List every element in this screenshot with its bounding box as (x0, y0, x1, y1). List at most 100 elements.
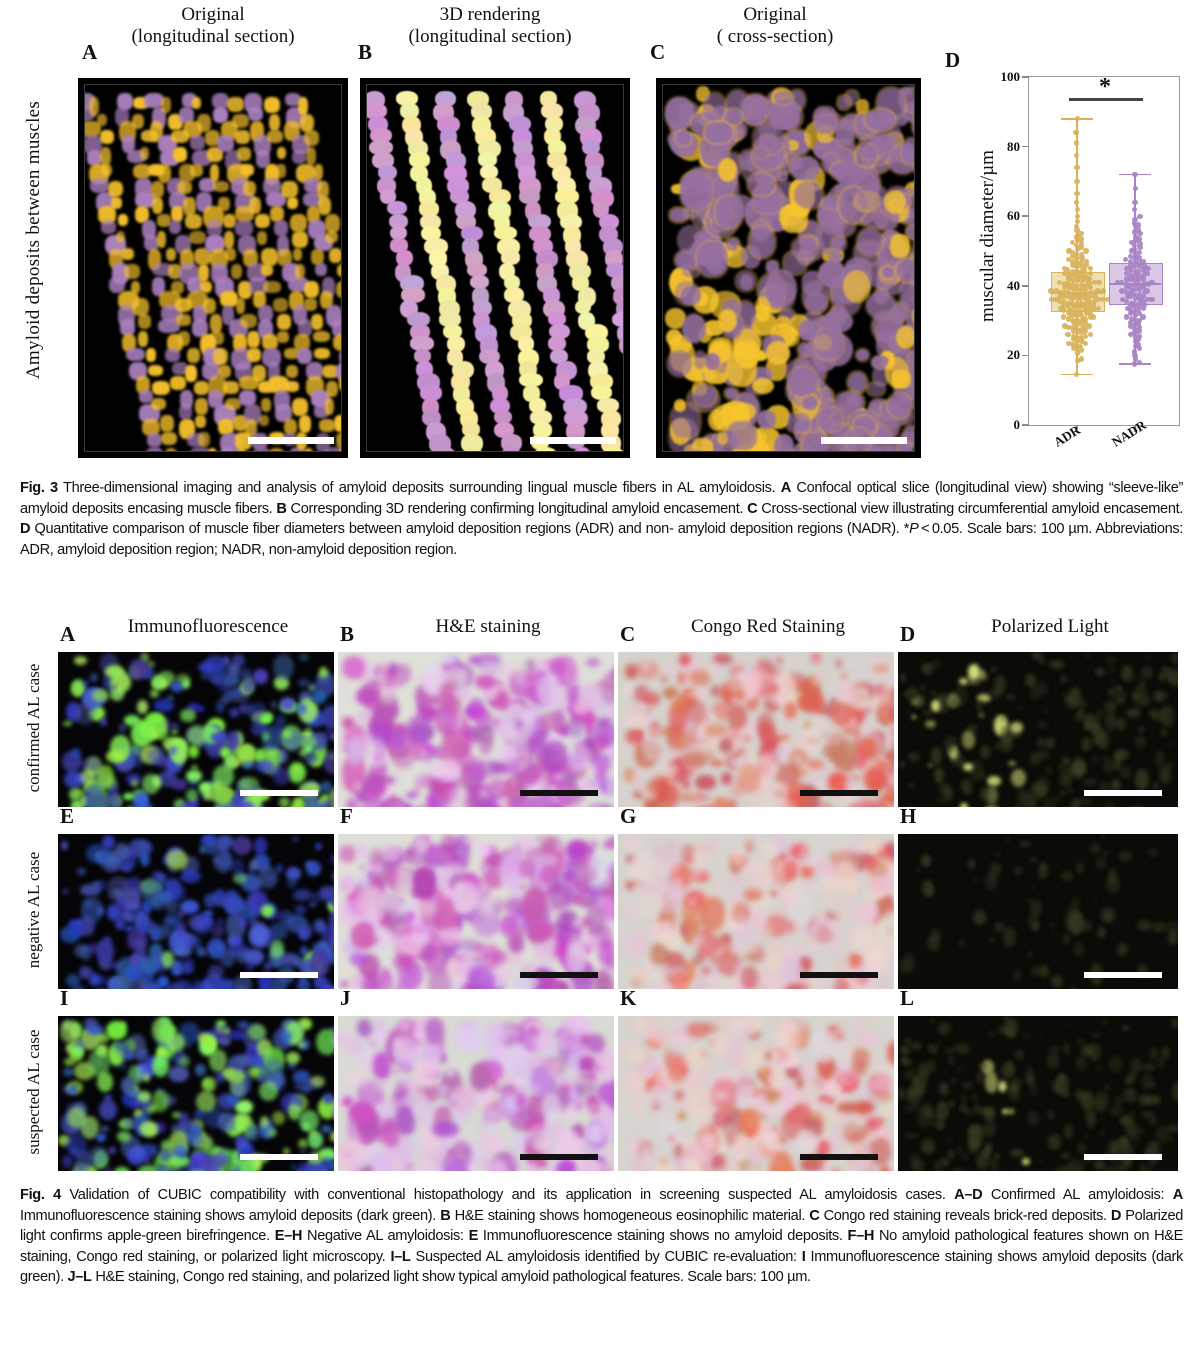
chart-data-point (1136, 333, 1142, 339)
chart-data-point (1132, 171, 1138, 178)
figure4-panel-f (338, 834, 614, 989)
chart-data-point (1137, 241, 1143, 247)
chart-data-point (1074, 199, 1080, 205)
chart-x-tick-label-adr: ADR (1051, 422, 1083, 450)
chart-data-point (1136, 255, 1142, 261)
chart-data-point (1135, 269, 1142, 275)
chart-data-point (1070, 291, 1077, 298)
chart-data-point (1124, 314, 1130, 320)
chart-data-point (1070, 333, 1077, 339)
chart-data-point (1144, 270, 1150, 277)
figure4-panel-letter-b: B (340, 622, 354, 647)
chart-data-point (1066, 307, 1072, 313)
chart-data-point (1140, 314, 1146, 320)
chart-data-point (1145, 265, 1151, 272)
chart-data-point (1065, 257, 1072, 263)
chart-data-point (1135, 227, 1142, 233)
scale-bar (800, 972, 878, 978)
chart-data-point (1073, 129, 1079, 136)
chart-data-point (1144, 288, 1150, 294)
chart-data-point (1131, 243, 1138, 249)
figure4-panel-b (338, 652, 614, 807)
chart-data-point (1074, 116, 1080, 122)
chart-y-tick-label: 0 (974, 417, 1029, 433)
chart-data-point (1048, 297, 1054, 303)
chart-data-point (1065, 331, 1071, 338)
chart-data-point (1066, 300, 1072, 306)
chart-data-point (1073, 243, 1079, 249)
chart-data-point (1135, 342, 1142, 348)
chart-data-point (1124, 265, 1130, 272)
figure4-panel-l (898, 1016, 1178, 1171)
chart-data-point (1083, 258, 1090, 265)
figure4-column-header-c: Congo Red Staining (642, 616, 894, 638)
chart-x-tick-mark (1134, 425, 1136, 432)
chart-data-point (1062, 323, 1068, 329)
chart-data-point (1086, 276, 1093, 282)
chart-data-point (1123, 281, 1130, 287)
chart-data-point (1070, 317, 1076, 324)
chart-data-point (1149, 279, 1155, 285)
chart-y-tick-label: 60 (974, 208, 1029, 224)
chart-data-point (1078, 260, 1085, 266)
figure4-panel-letter-f: F (340, 804, 353, 829)
figure4-panel-e (58, 834, 334, 989)
chart-data-point (1095, 297, 1101, 303)
chart-data-point (1078, 251, 1085, 258)
chart-data-point (1131, 206, 1138, 212)
chart-data-point (1057, 305, 1063, 312)
chart-data-point (1074, 251, 1080, 258)
chart-x-tick-label-nadr: NADR (1109, 417, 1149, 450)
chart-data-point (1095, 288, 1101, 294)
figure4-panel-i (58, 1016, 334, 1171)
chart-data-point (1136, 250, 1142, 256)
chart-data-point (1137, 213, 1143, 219)
chart-data-point (1087, 270, 1093, 277)
chart-data-point (1053, 288, 1059, 294)
chart-data-point (1136, 359, 1143, 366)
chart-data-point (1082, 291, 1088, 298)
chart-data-point (1078, 230, 1084, 237)
chart-data-point (1061, 270, 1068, 277)
figure4-panel-letter-d: D (900, 622, 915, 647)
scale-bar (240, 790, 318, 796)
chart-data-point (1086, 323, 1092, 329)
panel-a-image (78, 78, 348, 458)
figure4-panel-letter-j: J (340, 986, 351, 1011)
figure-3: Amyloid deposits between muscles Origina… (0, 0, 1198, 558)
chart-y-tick-label: 100 (974, 69, 1029, 85)
scale-bar (520, 1154, 598, 1160)
chart-data-point (1062, 281, 1068, 287)
chart-data-point (1082, 272, 1089, 279)
chart-data-point (1100, 288, 1107, 294)
chart-y-tick-label: 20 (974, 347, 1029, 363)
figure4-panel-k (618, 1016, 894, 1171)
figure4-panel-letter-l: L (900, 986, 914, 1011)
chart-data-point (1128, 316, 1135, 322)
chart-data-point (1074, 190, 1080, 197)
figure-4: Immunofluorescence H&E staining Congo Red … (0, 612, 1198, 1285)
chart-y-tick-mark (1022, 354, 1029, 357)
chart-x-tick-mark (1076, 425, 1078, 432)
chart-data-point (1120, 297, 1126, 303)
scale-bar (821, 437, 907, 444)
chart-data-point (1048, 288, 1054, 294)
chart-data-point (1082, 316, 1088, 322)
chart-data-point (1069, 258, 1076, 265)
chart-data-point (1074, 213, 1081, 219)
chart-data-point (1065, 316, 1071, 322)
figure4-row-label-2: suspected AL case (24, 982, 44, 1202)
chart-data-point (1123, 298, 1130, 305)
chart-data-point (1128, 272, 1134, 279)
chart-data-point (1070, 269, 1076, 275)
chart-y-tick-mark (1022, 145, 1029, 148)
panel-b-title: 3D rendering (longitudinal section) (355, 4, 625, 48)
chart-data-point (1132, 199, 1138, 205)
figure4-panel-letter-a: A (60, 622, 75, 647)
chart-data-point (1066, 272, 1072, 279)
chart-data-point (1096, 279, 1102, 285)
chart-data-point (1053, 297, 1059, 303)
panel-a-letter: A (82, 40, 97, 65)
scale-bar (520, 790, 598, 796)
figure4-column-header-d: Polarized Light (922, 616, 1178, 638)
